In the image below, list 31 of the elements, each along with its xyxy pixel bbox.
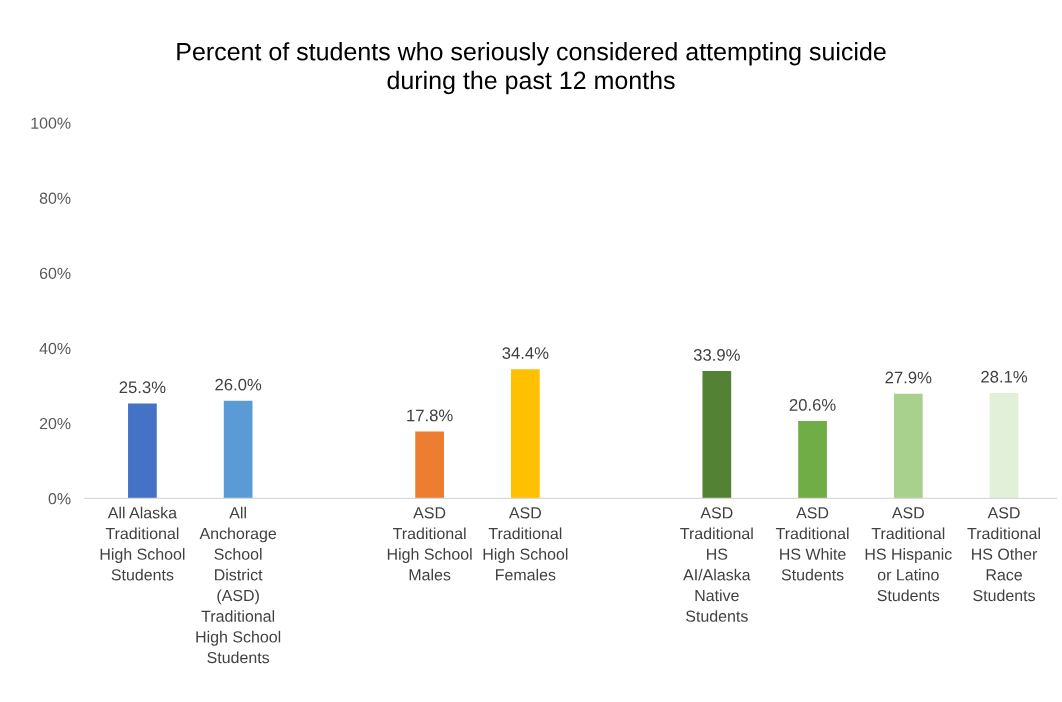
chart-title: Percent of students who seriously considered attempting suicide during the past 12 months [177, 42, 886, 95]
data-label: 26.0% [215, 378, 262, 391]
bar [415, 431, 444, 499]
data-label: 34.4% [502, 347, 549, 359]
data-label: 28.1% [981, 370, 1028, 383]
x-tick-label: ASD Traditional HS Other Race Students [967, 507, 1040, 602]
bar [798, 421, 827, 499]
x-tick-label: All Alaska Traditional High School Students [100, 506, 185, 581]
bar [223, 400, 253, 499]
data-label: 27.9% [885, 371, 932, 384]
y-tick-label: 0% [48, 493, 71, 505]
x-tick-label: All Anchorage School District (ASD) Traditional High School Students [196, 506, 281, 664]
y-tick-label: 80% [39, 192, 71, 204]
data-label: 25.3% [119, 381, 166, 394]
bar [128, 403, 157, 499]
data-label: 17.8% [407, 409, 453, 422]
y-tick-label: 60% [39, 267, 71, 280]
bar [989, 392, 1019, 499]
x-tick-label: ASD Traditional High School Males [387, 507, 472, 581]
y-tick-label: 100% [31, 117, 71, 129]
data-label: 33.9% [693, 349, 740, 361]
bar [510, 369, 540, 499]
x-tick-label: ASD Traditional HS Hispanic or Latino Students [865, 507, 952, 602]
x-tick-label: ASD Traditional HS White Students [775, 507, 849, 581]
x-tick-label: ASD Traditional High School Females [483, 507, 568, 581]
x-tick-label: ASD Traditional HS AI/Alaska Native Students [680, 507, 753, 622]
data-label: 20.6% [789, 399, 836, 411]
y-tick-label: 20% [39, 417, 71, 430]
bar [893, 393, 923, 499]
y-tick-label: 40% [39, 342, 71, 355]
bar [702, 371, 732, 499]
